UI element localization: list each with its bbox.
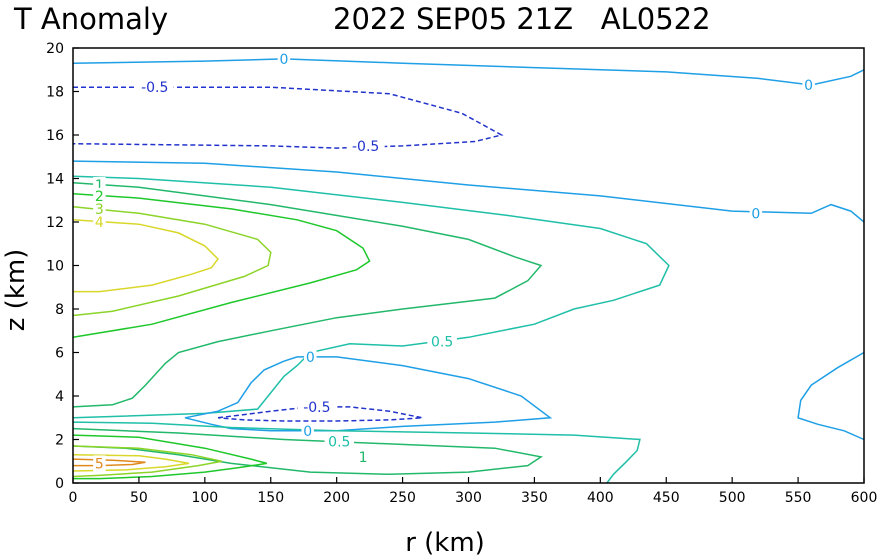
- x-axis-label: r (km): [405, 528, 485, 558]
- contour-label: -0.5: [303, 400, 330, 416]
- x-tick-label: 500: [719, 490, 746, 506]
- y-tick-label: 0: [55, 476, 64, 492]
- x-tick-label: 250: [389, 490, 416, 506]
- y-tick-label: 12: [46, 215, 64, 231]
- y-tick-label: 10: [46, 259, 64, 275]
- x-tick-label: 300: [455, 490, 482, 506]
- contour-label: 0: [303, 424, 312, 440]
- x-tick-label: 0: [69, 490, 78, 506]
- contour-label: 1: [359, 450, 368, 466]
- contour-line-0-0: [72, 58, 865, 86]
- y-tick-label: 16: [46, 128, 64, 144]
- contour-label: 0: [804, 78, 813, 94]
- x-tick-label: 350: [521, 490, 548, 506]
- contour-label-bg: [93, 455, 106, 472]
- x-tick-label: 50: [130, 490, 148, 506]
- contour-label: 0: [279, 52, 288, 68]
- contour-line-0p5-10: [72, 421, 641, 484]
- x-tick-label: 100: [191, 490, 218, 506]
- contour-label: 4: [95, 215, 104, 231]
- y-tick-layer: 0 2 4 6 8 10 12 14 16 18 20: [46, 41, 79, 492]
- contour-label: 0.5: [431, 335, 453, 351]
- contour-line-3-6: [72, 206, 272, 317]
- x-tick-label: 400: [587, 490, 614, 506]
- contour-label-bg: [346, 137, 385, 154]
- contour-label-bg: [277, 50, 291, 67]
- contour-line-1-11: [72, 427, 543, 476]
- contour-line-0-2: [72, 160, 865, 223]
- x-tick-label: 450: [653, 490, 680, 506]
- x-tick-label: 550: [785, 490, 812, 506]
- contour-label-bg: [304, 348, 317, 365]
- contour-label: -0.5: [352, 139, 379, 155]
- y-tick-label: 2: [55, 433, 64, 449]
- contour-line-neg0p5-1: [72, 86, 504, 149]
- contour-label-bg: [135, 79, 174, 96]
- contour-label-bg: [427, 333, 457, 350]
- plot-frame: [72, 47, 865, 484]
- contour-label-bg: [802, 76, 815, 93]
- contour-label: -0.5: [141, 80, 168, 96]
- y-tick-label: 20: [46, 41, 64, 57]
- contour-line-2-5: [72, 192, 371, 339]
- x-tick-layer: 0 50 100 150 200 250 300 350 400 450 500 550 600: [69, 477, 878, 506]
- contour-label: 3: [95, 202, 104, 218]
- contour-label-bg: [301, 422, 314, 439]
- contour-label-bg: [297, 398, 336, 415]
- x-tick-label: 200: [323, 490, 350, 506]
- y-tick-label: 6: [55, 346, 64, 362]
- contour-label-bg: [93, 200, 106, 217]
- contour-line-2-12: [72, 434, 267, 480]
- contour-line-0-16: [797, 351, 865, 441]
- contour-label-bg: [356, 448, 370, 465]
- chart-title-left: T Anomaly: [13, 2, 168, 36]
- x-tick-label: 600: [851, 490, 878, 506]
- contour-line-5-15: [72, 458, 146, 467]
- contour-label-bg: [324, 433, 355, 450]
- contour-label: 1: [95, 178, 104, 194]
- contour-label-bg: [93, 214, 106, 230]
- contour-label-bg: [749, 205, 763, 222]
- contour-line-1-4: [72, 182, 543, 408]
- contour-label-bg: [93, 187, 106, 204]
- y-tick-label: 18: [46, 85, 64, 101]
- contour-line-0p5-3: [72, 175, 670, 419]
- contour-layer: [72, 58, 865, 484]
- contour-line-0-8: [184, 356, 553, 432]
- contour-label: 0.5: [328, 435, 350, 451]
- contour-line-3-13: [72, 445, 223, 478]
- y-tick-label: 14: [46, 172, 64, 188]
- y-tick-label: 8: [55, 302, 64, 318]
- contour-label: 0: [751, 206, 760, 222]
- y-tick-label: 4: [55, 389, 64, 405]
- contour-label: 5: [95, 456, 104, 472]
- chart-title-right: 2022 SEP05 21Z AL0522: [333, 2, 711, 36]
- contour-line-4-7: [72, 219, 219, 293]
- x-tick-label: 150: [257, 490, 284, 506]
- contour-label: 0: [306, 350, 315, 366]
- y-axis-label: z (km): [1, 249, 31, 332]
- contour-line-4-14: [72, 453, 190, 472]
- contour-label: 2: [95, 189, 104, 205]
